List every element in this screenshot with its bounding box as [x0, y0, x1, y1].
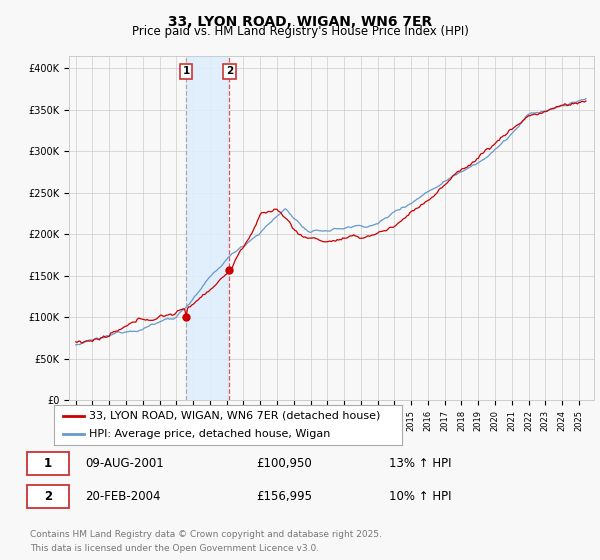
Text: 2: 2	[226, 67, 233, 77]
FancyBboxPatch shape	[27, 451, 68, 475]
Text: 13% ↑ HPI: 13% ↑ HPI	[389, 456, 451, 470]
Text: Contains HM Land Registry data © Crown copyright and database right 2025.: Contains HM Land Registry data © Crown c…	[30, 530, 382, 539]
Text: 20-FEB-2004: 20-FEB-2004	[85, 490, 161, 503]
FancyBboxPatch shape	[27, 485, 68, 508]
Text: 10% ↑ HPI: 10% ↑ HPI	[389, 490, 451, 503]
Text: HPI: Average price, detached house, Wigan: HPI: Average price, detached house, Wiga…	[89, 430, 330, 439]
Text: 1: 1	[44, 456, 52, 470]
Bar	[186, 56, 229, 400]
Text: 09-AUG-2001: 09-AUG-2001	[85, 456, 164, 470]
Text: This data is licensed under the Open Government Licence v3.0.: This data is licensed under the Open Gov…	[30, 544, 319, 553]
Text: 33, LYON ROAD, WIGAN, WN6 7ER (detached house): 33, LYON ROAD, WIGAN, WN6 7ER (detached …	[89, 411, 380, 421]
Text: Price paid vs. HM Land Registry's House Price Index (HPI): Price paid vs. HM Land Registry's House …	[131, 25, 469, 38]
Text: 33, LYON ROAD, WIGAN, WN6 7ER: 33, LYON ROAD, WIGAN, WN6 7ER	[168, 15, 432, 29]
Text: 1: 1	[182, 67, 190, 77]
Text: 2: 2	[44, 490, 52, 503]
Text: £100,950: £100,950	[256, 456, 312, 470]
Text: £156,995: £156,995	[256, 490, 313, 503]
